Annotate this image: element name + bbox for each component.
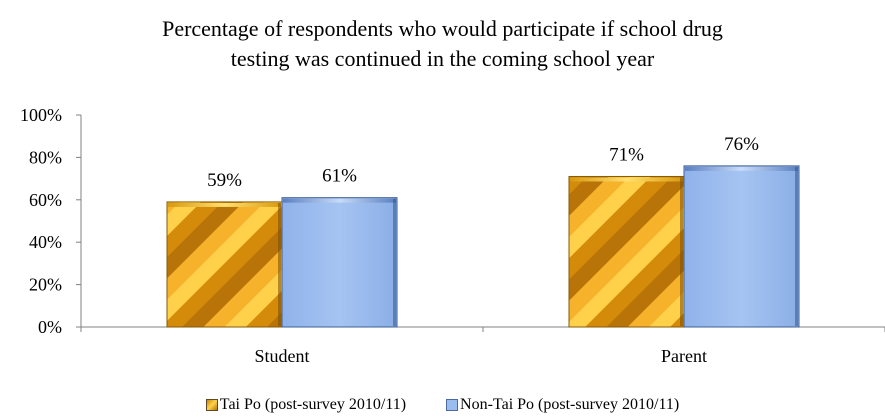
legend-item-non-tai-po: Non-Tai Po (post-survey 2010/11) bbox=[446, 396, 679, 414]
bar-tai-po-parent-body bbox=[568, 175, 685, 328]
y-tick-label: 0% bbox=[38, 317, 62, 337]
bar-non-tai-po-parent-body bbox=[683, 165, 800, 328]
bar-non-tai-po-student-body bbox=[281, 197, 398, 328]
y-tick-label: 60% bbox=[29, 190, 62, 210]
data-label-non-tai-po-student: 61% bbox=[322, 166, 357, 187]
legend-item-tai-po: Tai Po (post-survey 2010/11) bbox=[205, 396, 407, 414]
x-category-label-student: Student bbox=[254, 346, 309, 366]
legend-swatch-non-tai-po bbox=[446, 399, 459, 411]
chart-title-line-2: testing was continued in the coming scho… bbox=[230, 46, 655, 71]
y-tick-label: 100% bbox=[20, 105, 62, 125]
legend: Tai Po (post-survey 2010/11) Non-Tai Po … bbox=[0, 396, 885, 414]
bar-tai-po-student-side-bevel bbox=[278, 202, 281, 326]
data-label-non-tai-po-parent: 76% bbox=[724, 134, 759, 155]
legend-swatch-tai-po bbox=[205, 399, 218, 411]
bar-non-tai-po-parent-top-bevel bbox=[685, 166, 798, 171]
bar-non-tai-po-parent bbox=[683, 165, 800, 328]
bar-tai-po-student bbox=[166, 201, 283, 328]
y-tick-label: 80% bbox=[29, 147, 62, 167]
x-category-label-parent: Parent bbox=[661, 346, 707, 366]
y-tick-label: 40% bbox=[29, 232, 62, 252]
bar-tai-po-student-top-bevel bbox=[168, 202, 281, 207]
data-label-tai-po-parent: 71% bbox=[609, 144, 644, 165]
bar-tai-po-student-body bbox=[166, 201, 283, 328]
y-tick-label: 20% bbox=[29, 275, 62, 295]
bar-tai-po-parent-side-bevel bbox=[680, 177, 683, 326]
legend-label-non-tai-po: Non-Tai Po (post-survey 2010/11) bbox=[460, 396, 680, 413]
chart-title-line-1: Percentage of respondents who would part… bbox=[162, 16, 723, 41]
bar-non-tai-po-student-top-bevel bbox=[283, 198, 396, 203]
bar-non-tai-po-parent-side-bevel bbox=[795, 166, 798, 326]
bar-non-tai-po-student bbox=[281, 197, 398, 328]
legend-label-tai-po: Tai Po (post-survey 2010/11) bbox=[219, 396, 407, 413]
data-label-tai-po-student: 59% bbox=[207, 170, 242, 191]
bar-tai-po-parent bbox=[568, 175, 685, 328]
chart-title: Percentage of respondents who would part… bbox=[0, 14, 885, 74]
bar-non-tai-po-student-side-bevel bbox=[393, 198, 396, 326]
bar-tai-po-parent-top-bevel bbox=[570, 177, 683, 182]
